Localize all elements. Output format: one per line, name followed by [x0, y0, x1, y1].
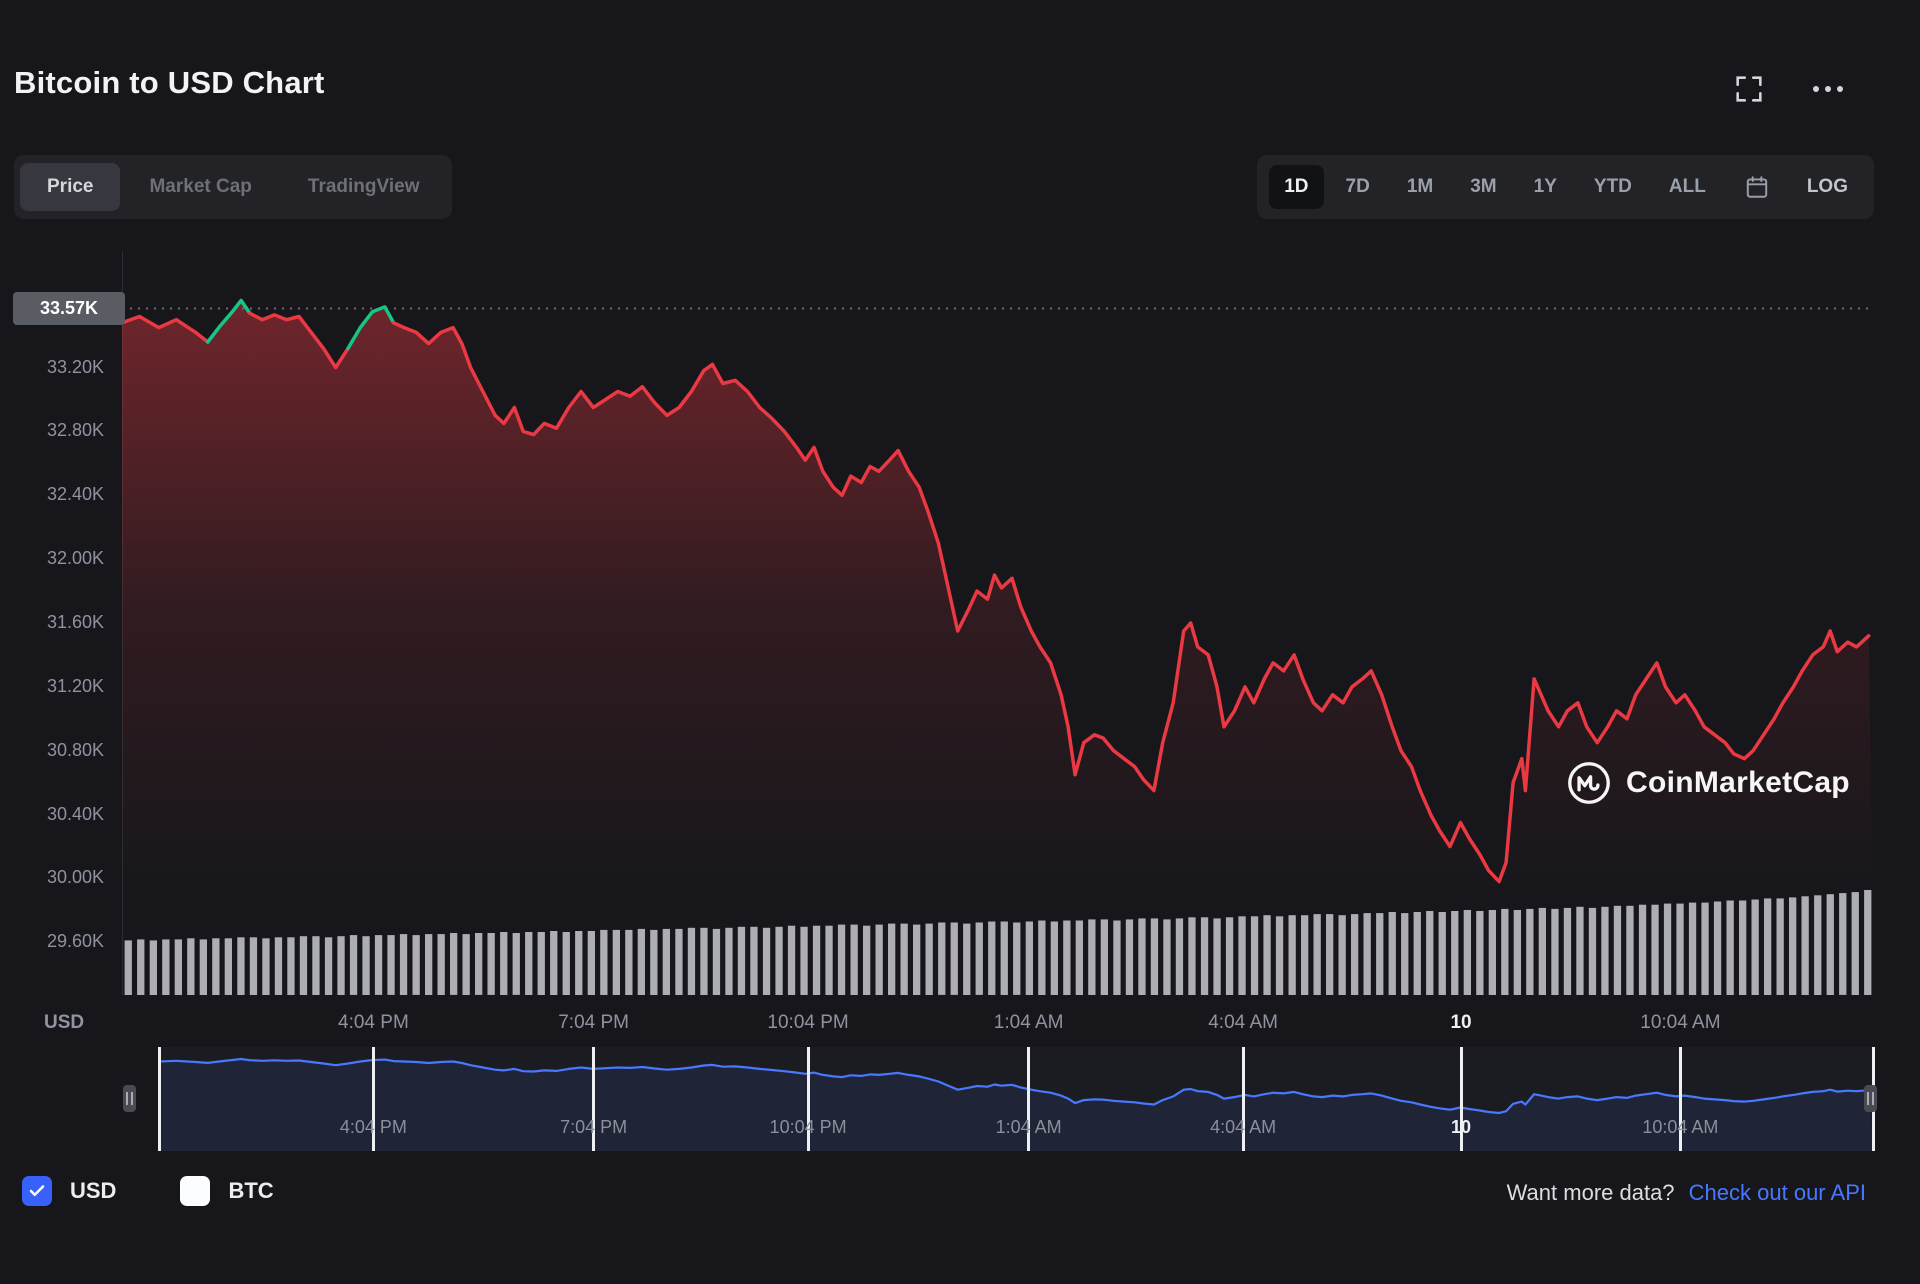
footer-prompt: Want more data?: [1506, 1180, 1675, 1205]
navigator-tick-label: 10:04 PM: [769, 1117, 847, 1137]
x-axis: 4:04 PM 7:04 PM 10:04 PM 1:04 AM 4:04 AM 10 10…: [0, 1012, 1920, 1044]
chart-view-tabs: Price Market Cap TradingView: [14, 155, 453, 219]
navigator-tick-label: 4:04 AM: [1210, 1117, 1277, 1137]
range-3m[interactable]: 3M: [1470, 176, 1497, 197]
calendar-icon: [1746, 176, 1768, 198]
navigator-tick-label: 1:04 AM: [995, 1117, 1062, 1137]
navigator-tick-label: 4:04 PM: [339, 1117, 407, 1137]
x-tick-label: 4:04 AM: [1208, 1012, 1278, 1033]
range-1y[interactable]: 1Y: [1533, 176, 1557, 197]
y-tick-label: 32.80K: [46, 420, 104, 441]
x-tick-label: 4:04 PM: [338, 1012, 409, 1033]
time-range-toolbar: 1D 7D 1M 3M 1Y YTD ALL LOG: [1257, 155, 1874, 219]
navigator-gridline: [592, 1047, 596, 1151]
checkmark-icon: [29, 1185, 45, 1197]
y-tick-label: 30.80K: [46, 739, 104, 760]
usd-checkbox[interactable]: [22, 1176, 52, 1206]
api-link[interactable]: Check out our API: [1688, 1180, 1866, 1205]
btc-legend-item[interactable]: BTC: [180, 1176, 274, 1206]
currency-legend: USD BTC: [22, 1176, 274, 1206]
y-tick-label: 30.00K: [46, 867, 104, 888]
y-tick-label: 31.20K: [46, 675, 104, 696]
y-tick-label: 29.60K: [46, 931, 104, 952]
more-icon: [1813, 86, 1843, 92]
tab-tradingview[interactable]: TradingView: [307, 176, 420, 197]
navigator-tick-label: 10: [1451, 1117, 1472, 1137]
calendar-button[interactable]: [1744, 174, 1770, 200]
navigator-gridline: [371, 1047, 375, 1151]
btc-legend-label: BTC: [228, 1178, 274, 1203]
y-tick-label: 32.40K: [46, 484, 104, 505]
y-tick-label: 32.00K: [46, 548, 104, 569]
x-tick-label: 1:04 AM: [993, 1012, 1064, 1033]
x-tick-label: 10: [1450, 1012, 1472, 1033]
navigator-gridline: [1459, 1047, 1463, 1151]
btc-checkbox[interactable]: [180, 1176, 211, 1206]
price-chart[interactable]: [122, 251, 1874, 995]
fullscreen-button[interactable]: [1732, 72, 1766, 106]
x-tick-label: 10:04 PM: [767, 1012, 849, 1033]
range-buttons: 1D 7D 1M 3M 1Y YTD ALL: [1269, 165, 1721, 209]
navigator-gridline: [806, 1047, 810, 1151]
navigator-gridline: [1241, 1047, 1245, 1151]
navigator-gridline: [1027, 1047, 1031, 1151]
range-7d[interactable]: 7D: [1345, 176, 1370, 197]
navigator-tick-label: 10:04 AM: [1642, 1117, 1719, 1137]
navigator-left-bound: [158, 1047, 161, 1151]
y-tick-label: 30.40K: [46, 803, 104, 824]
y-tick-label: 31.60K: [46, 612, 104, 632]
log-scale-toggle[interactable]: LOG: [1806, 176, 1848, 197]
x-tick-label: 7:04 PM: [558, 1012, 630, 1033]
fullscreen-icon: [1736, 76, 1762, 102]
tab-price[interactable]: Price: [20, 163, 121, 211]
y-tick-label: 33.20K: [46, 356, 104, 377]
navigator-left-handle[interactable]: [123, 1085, 136, 1112]
range-ytd[interactable]: YTD: [1593, 176, 1632, 197]
navigator-gridline: [1678, 1047, 1682, 1151]
navigator-chart: [159, 1057, 1874, 1151]
navigator-tick-label: 7:04 PM: [560, 1117, 628, 1137]
more-options-button[interactable]: [1808, 74, 1848, 104]
footer-cta: Want more data? Check out our API: [1507, 1180, 1866, 1206]
range-1m[interactable]: 1M: [1406, 176, 1434, 197]
range-1d[interactable]: 1D: [1269, 165, 1324, 209]
range-navigator[interactable]: 4:04 PM 7:04 PM 10:04 PM 1:04 AM 4:04 AM 10 10…: [123, 1047, 1877, 1151]
range-all[interactable]: ALL: [1668, 176, 1706, 197]
page-title: Bitcoin to USD Chart: [14, 64, 325, 100]
tab-market-cap[interactable]: Market Cap: [149, 176, 252, 197]
usd-legend-item[interactable]: USD: [22, 1176, 116, 1206]
navigator-right-handle[interactable]: [1864, 1085, 1877, 1112]
current-price-badge: 33.57K: [13, 292, 125, 326]
x-tick-label: 10:04 AM: [1640, 1012, 1721, 1033]
y-axis-currency-label: USD: [44, 1012, 85, 1033]
usd-legend-label: USD: [70, 1178, 117, 1203]
